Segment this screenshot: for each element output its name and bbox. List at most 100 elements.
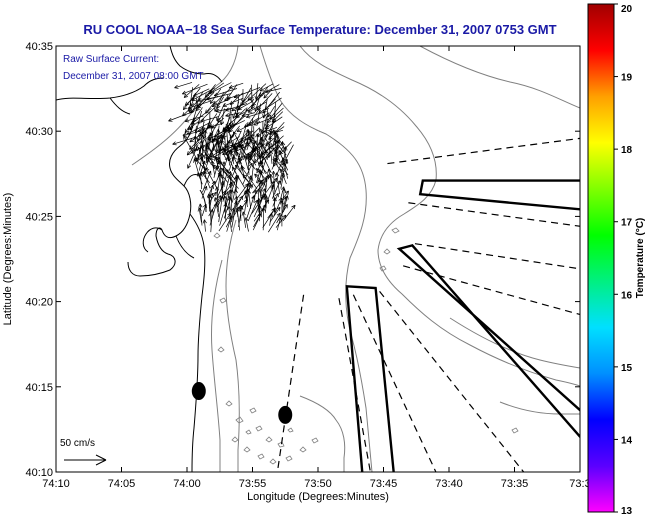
- current-vector-head: [186, 151, 189, 156]
- current-vector: [269, 102, 283, 120]
- current-vector-head: [224, 97, 228, 101]
- current-vector-head: [210, 133, 213, 138]
- current-vector-head: [225, 191, 228, 196]
- current-vector-head: [271, 207, 276, 211]
- current-vector-head: [265, 199, 269, 203]
- current-vector: [282, 157, 289, 179]
- current-vector-head: [257, 205, 261, 210]
- current-vector-head: [200, 126, 203, 131]
- current-vector-head: [246, 183, 250, 187]
- current-vector-head: [217, 129, 221, 134]
- current-vector: [280, 186, 285, 199]
- current-vector: [226, 129, 229, 152]
- current-vector-head: [259, 160, 264, 164]
- current-vector: [266, 108, 268, 128]
- current-vector: [211, 160, 215, 175]
- map-layers: [56, 46, 580, 472]
- current-vector-head: [235, 208, 238, 213]
- current-vector-head: [268, 168, 272, 173]
- current-vector: [253, 189, 257, 203]
- current-vector-head: [250, 138, 254, 142]
- current-vector-head: [225, 203, 228, 208]
- current-vector: [270, 150, 273, 164]
- current-vector-head: [284, 159, 288, 163]
- current-vector-head: [242, 144, 244, 149]
- current-vector-head: [285, 196, 288, 201]
- current-vector: [228, 136, 240, 144]
- current-vector: [174, 82, 193, 89]
- colorbar-tick-label: 18: [621, 145, 633, 156]
- current-vector: [222, 97, 244, 107]
- current-vector-head: [213, 92, 218, 96]
- current-vector: [194, 157, 206, 171]
- current-vector: [218, 135, 224, 155]
- current-vector-head: [220, 167, 225, 170]
- current-vector-head: [225, 169, 229, 173]
- current-vector-head: [227, 206, 230, 211]
- current-vector-head: [276, 140, 280, 144]
- current-vector-head: [187, 105, 192, 109]
- current-vector: [209, 202, 218, 226]
- current-vector: [201, 116, 219, 122]
- current-vector-head: [261, 207, 265, 212]
- current-vector-head: [248, 175, 252, 179]
- current-vector-head: [263, 114, 267, 119]
- current-vector-head: [210, 160, 213, 165]
- current-vector-head: [184, 96, 188, 98]
- current-vector: [193, 88, 210, 97]
- current-vector-head: [187, 128, 193, 131]
- current-vector: [209, 145, 235, 160]
- current-vector-head: [253, 189, 257, 194]
- current-vector-head: [210, 101, 214, 104]
- current-vector: [253, 199, 270, 222]
- current-vector-head: [287, 195, 289, 200]
- current-vector: [242, 162, 253, 185]
- current-vector-head: [194, 157, 199, 160]
- current-vector-head: [264, 155, 268, 159]
- current-vector-head: [188, 107, 193, 110]
- current-vector: [258, 97, 282, 114]
- current-vector: [191, 87, 216, 101]
- current-vector: [258, 179, 262, 198]
- outlined-polygon: [418, 179, 580, 211]
- current-vector-head: [211, 160, 215, 165]
- current-vector-head: [276, 172, 280, 177]
- current-vector-head: [204, 93, 207, 98]
- current-vector-head: [172, 143, 177, 146]
- current-vector-head: [244, 123, 247, 127]
- current-vector-head: [225, 110, 230, 112]
- current-vector-head: [234, 165, 237, 170]
- current-vector-head: [264, 125, 268, 130]
- current-vector: [226, 84, 238, 100]
- current-vector-head: [227, 96, 231, 100]
- current-vector: [256, 127, 270, 137]
- current-vector-head: [229, 171, 233, 176]
- current-vector-head: [189, 140, 194, 143]
- current-vector-head: [224, 129, 228, 134]
- current-vector: [281, 188, 285, 209]
- current-vector-head: [227, 174, 231, 179]
- current-vector-head: [262, 203, 267, 207]
- current-vector: [276, 160, 283, 175]
- current-vector-head: [226, 149, 229, 155]
- current-vector: [223, 169, 229, 185]
- current-vector-head: [230, 197, 232, 202]
- current-vector-head: [244, 217, 247, 222]
- current-vector-head: [268, 154, 272, 158]
- current-vector: [241, 112, 256, 117]
- current-vector-head: [211, 180, 216, 184]
- current-vector: [261, 121, 275, 147]
- current-vector-head: [211, 103, 215, 107]
- current-vector-head: [187, 153, 192, 156]
- current-vector-head: [268, 133, 273, 136]
- current-vector-head: [242, 211, 246, 216]
- current-vector-head: [243, 190, 246, 195]
- current-vector: [241, 141, 249, 161]
- current-vector-head: [208, 90, 212, 95]
- current-vector-head: [194, 158, 198, 163]
- current-vector-head: [209, 209, 213, 213]
- current-vector-head: [245, 155, 250, 159]
- current-vector-head: [259, 205, 262, 210]
- current-vector: [190, 139, 214, 154]
